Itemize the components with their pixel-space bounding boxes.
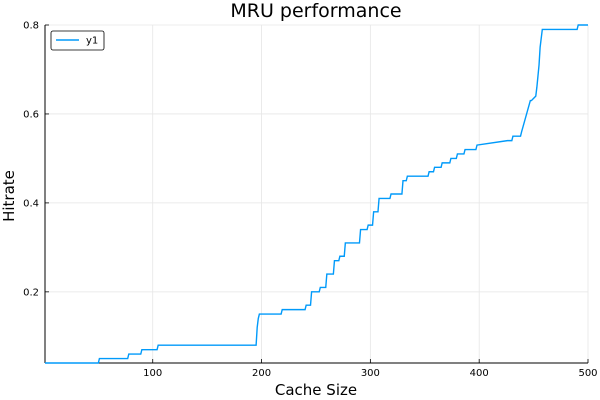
x-tick-label: 500 <box>578 368 597 379</box>
y-tick-label: 0.2 <box>23 287 39 298</box>
y-axis-label: Hitrate <box>0 170 18 222</box>
series-layer <box>45 24 588 364</box>
legend-label-y1: y1 <box>86 36 98 47</box>
x-tick-label: 200 <box>252 368 271 379</box>
x-axis-label: Cache Size <box>275 381 357 399</box>
y-tick-label: 0.6 <box>23 109 39 120</box>
series-line-y1 <box>45 24 588 364</box>
y-tick-label: 0.4 <box>23 198 39 209</box>
y-tick-label: 0.8 <box>23 21 39 32</box>
x-tick-label: 300 <box>361 368 380 379</box>
tick-labels: 100 200 300 400 500 0.2 0.4 0.6 0.8 <box>23 21 597 380</box>
x-tick-label: 100 <box>143 368 162 379</box>
x-tick-label: 400 <box>470 368 489 379</box>
legend: y1 <box>50 30 105 51</box>
axes <box>44 24 589 364</box>
grid <box>45 24 589 363</box>
chart-title: MRU performance <box>230 0 401 22</box>
